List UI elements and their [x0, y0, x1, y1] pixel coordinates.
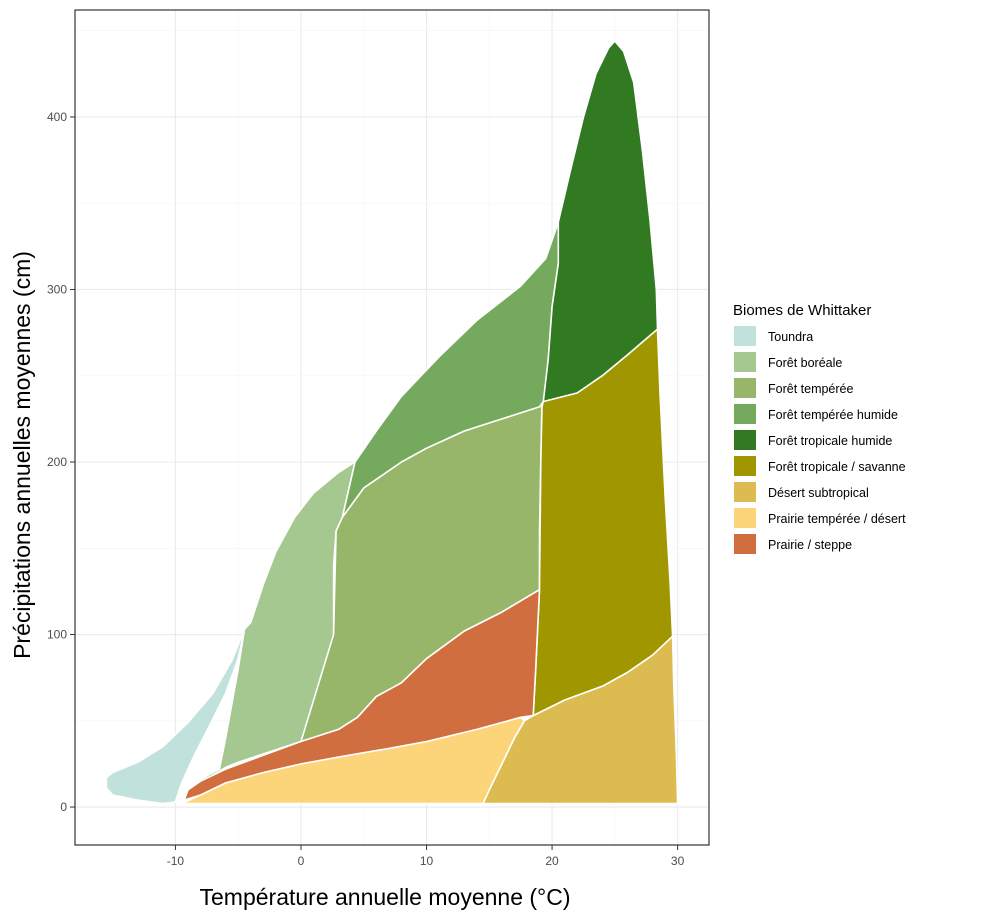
- legend-label-2: Forêt tempérée: [768, 382, 854, 396]
- y-tick-label-1: 100: [47, 628, 67, 642]
- x-tick-label-2: 10: [420, 854, 434, 868]
- legend-label-6: Désert subtropical: [768, 486, 869, 500]
- biome-area-8: [183, 588, 541, 801]
- x-tick-label-1: 0: [298, 854, 305, 868]
- legend-swatch-3: [734, 404, 756, 424]
- legend-swatch-2: [734, 378, 756, 398]
- x-tick-label-3: 20: [545, 854, 559, 868]
- legend-swatch-1: [734, 352, 756, 372]
- legend-items: Toundra Forêt boréale Forêt tempérée Forêt …: [734, 326, 906, 554]
- y-axis-ticks: 0 100 200 300 400: [47, 110, 75, 814]
- y-tick-label-2: 200: [47, 455, 67, 469]
- legend-label-7: Prairie tempérée / désert: [768, 512, 906, 526]
- y-axis-title: Précipitations annuelles moyennes (cm): [9, 251, 35, 659]
- x-tick-label-4: 30: [671, 854, 685, 868]
- x-axis-ticks: -10 0 10 20 30: [167, 845, 685, 868]
- legend-label-0: Toundra: [768, 330, 813, 344]
- biome-area-4: [542, 40, 659, 403]
- y-tick-label-0: 0: [60, 800, 67, 814]
- legend-swatch-4: [734, 430, 756, 450]
- legend-label-8: Prairie / steppe: [768, 538, 852, 552]
- x-axis-title: Température annuelle moyenne (°C): [200, 884, 571, 910]
- legend-label-4: Forêt tropicale humide: [768, 434, 892, 448]
- legend-label-3: Forêt tempérée humide: [768, 408, 898, 422]
- legend-swatch-7: [734, 508, 756, 528]
- legend-label-5: Forêt tropicale / savanne: [768, 460, 906, 474]
- legend: Biomes de Whittaker Toundra Forêt boréale…: [733, 302, 906, 554]
- y-tick-label-3: 300: [47, 282, 67, 296]
- x-tick-label-0: -10: [167, 854, 185, 868]
- y-tick-label-4: 400: [47, 110, 67, 124]
- legend-swatch-8: [734, 534, 756, 554]
- plot-panel-border: [74, 9, 710, 846]
- legend-swatch-6: [734, 482, 756, 502]
- legend-title: Biomes de Whittaker: [733, 302, 871, 319]
- legend-label-1: Forêt boréale: [768, 356, 842, 370]
- legend-swatch-5: [734, 456, 756, 476]
- biome-area-0: [105, 628, 246, 805]
- legend-swatch-0: [734, 326, 756, 346]
- biome-areas: [105, 40, 679, 805]
